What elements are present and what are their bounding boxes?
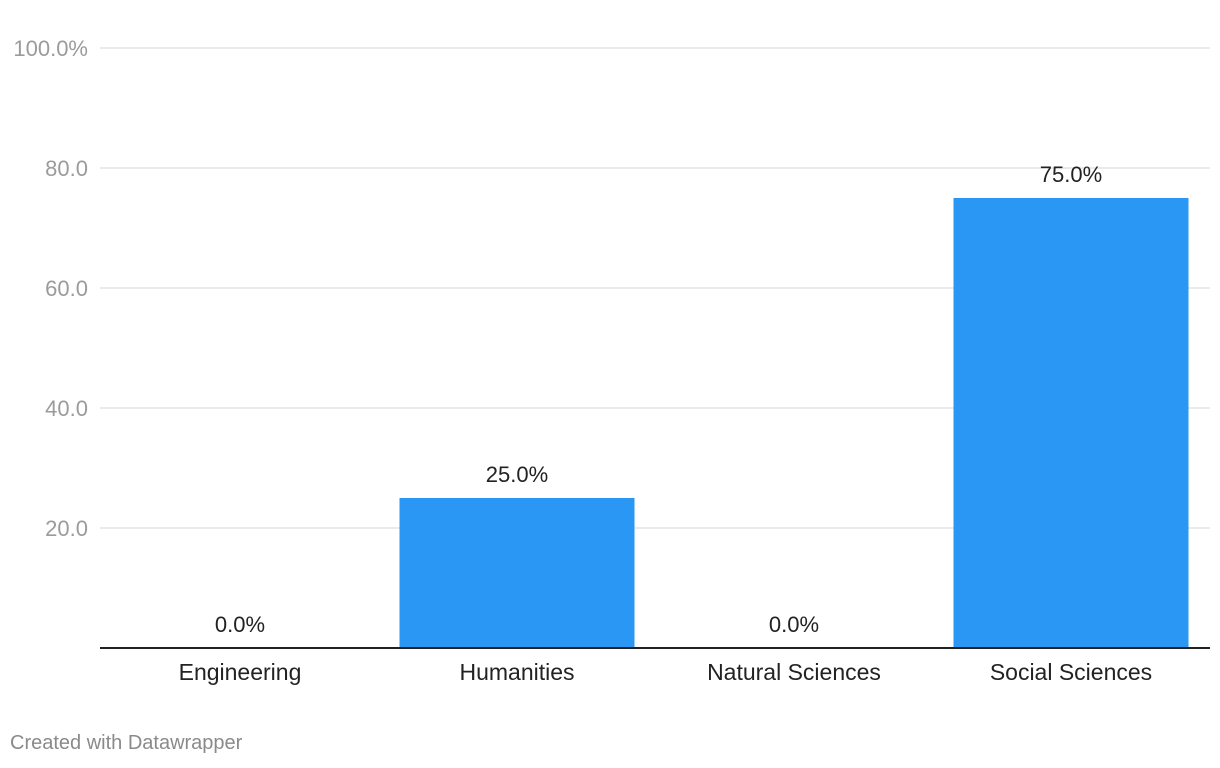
y-tick-label: 20.0	[45, 516, 88, 541]
bar	[399, 498, 635, 648]
category-label: Humanities	[459, 659, 574, 685]
y-tick-label: 80.0	[45, 156, 88, 181]
category-label: Engineering	[179, 659, 302, 685]
bar-value-label: 25.0%	[486, 462, 548, 487]
bar-value-label: 0.0%	[215, 612, 265, 637]
value-labels: 0.0% 25.0% 0.0% 75.0%	[215, 162, 1102, 637]
bars	[399, 198, 1189, 648]
y-tick-label: 60.0	[45, 276, 88, 301]
y-tick-label: 100.0%	[13, 36, 88, 61]
bar	[953, 198, 1189, 648]
category-label: Natural Sciences	[707, 659, 881, 685]
bar-value-label: 75.0%	[1040, 162, 1102, 187]
y-axis-tick-labels: 20.0 40.0 60.0 80.0 100.0%	[13, 36, 88, 541]
bar-chart: 20.0 40.0 60.0 80.0 100.0% 0.0% 25.0% 0.0% 75.0…	[13, 36, 1210, 685]
category-label: Social Sciences	[990, 659, 1152, 685]
x-axis-category-labels: Engineering Humanities Natural Sciences Soc…	[179, 659, 1153, 685]
bar-value-label: 0.0%	[769, 612, 819, 637]
credit-text: Created with Datawrapper	[10, 732, 243, 754]
y-tick-label: 40.0	[45, 396, 88, 421]
